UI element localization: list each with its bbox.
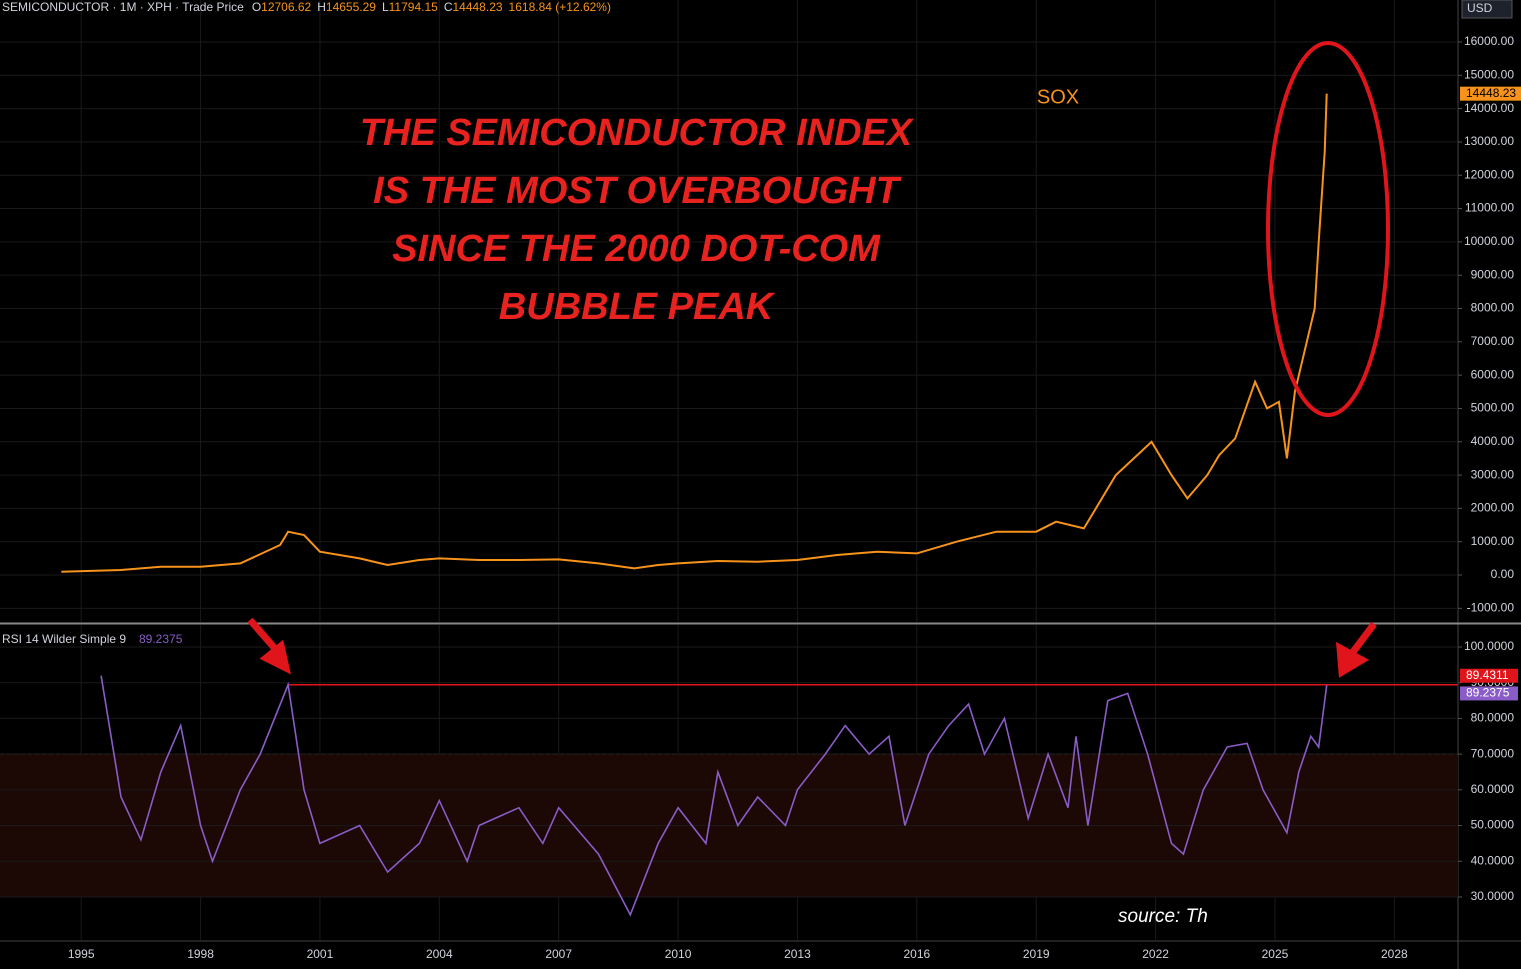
y-tick-label: 1000.00 <box>1471 534 1515 548</box>
y-tick-label: 12000.00 <box>1464 167 1514 181</box>
y-tick-label: 14000.00 <box>1464 101 1514 115</box>
y-tick-label: 3000.00 <box>1471 467 1515 481</box>
value-tag-label: 89.2375 <box>1466 686 1510 700</box>
y-tick-label: 4000.00 <box>1471 434 1515 448</box>
value-tag-label: 14448.23 <box>1466 86 1516 100</box>
indicator-title: RSI 14 Wilder Simple 9 <box>2 632 126 646</box>
y-tick-label: 5000.00 <box>1471 401 1515 415</box>
value-tag <box>1460 668 1518 683</box>
arrow <box>1335 621 1377 678</box>
ohlc-key: O <box>252 0 261 14</box>
y-tick-label: 8000.00 <box>1471 301 1515 315</box>
series-line <box>61 93 1328 573</box>
y-tick-label: 11000.00 <box>1465 201 1514 215</box>
y-tick-label: 30.0000 <box>1471 889 1515 903</box>
annotation: IS THE MOST OVERBOUGHT <box>373 170 901 212</box>
x-tick-label: 2022 <box>1142 947 1169 961</box>
series-line <box>100 675 1328 917</box>
x-tick-label: 2007 <box>545 947 572 961</box>
x-tick-label: 2028 <box>1381 947 1408 961</box>
x-tick-label: 2010 <box>665 947 692 961</box>
ohlc-value: 11794.15 <box>389 0 438 14</box>
x-tick-label: 1998 <box>187 947 214 961</box>
source: source: Th <box>1118 906 1208 927</box>
y-tick-label: 2000.00 <box>1471 501 1515 515</box>
y-tick-label: 50.0000 <box>1471 818 1515 832</box>
y-tick-label: 16000.00 <box>1464 34 1514 48</box>
annotation: SINCE THE 2000 DOT-COM <box>392 228 881 270</box>
legend-label: SOX <box>1037 86 1079 108</box>
y-tick-label: 15000.00 <box>1464 67 1514 81</box>
annotation: THE SEMICONDUCTOR INDEX <box>360 112 915 154</box>
y-tick-label: 6000.00 <box>1471 367 1515 381</box>
ohlc-value: 14448.23 <box>452 0 502 14</box>
header: SEMICONDUCTOR · 1M · XPH · Trade Price O1… <box>2 0 611 14</box>
y-tick-label: 10000.00 <box>1464 234 1514 248</box>
x-tick-label: 1995 <box>68 947 95 961</box>
currency-button[interactable] <box>1461 0 1513 19</box>
ohlc-key: H <box>317 0 326 14</box>
header-symbol: SEMICONDUCTOR · 1M · XPH · Trade Price <box>2 0 244 14</box>
header-change: 1618.84 (+12.62%) <box>509 0 611 14</box>
y-tick-label: 80.0000 <box>1471 711 1515 725</box>
arrow <box>247 617 292 675</box>
y-tick-label: 100.0000 <box>1464 639 1514 653</box>
y-tick-label: 70.0000 <box>1471 746 1515 760</box>
x-tick-label: 2001 <box>307 947 334 961</box>
indicator-value: 89.2375 <box>139 632 183 646</box>
x-tick-label: 2019 <box>1023 947 1050 961</box>
x-tick-label: 2025 <box>1262 947 1289 961</box>
ohlc-key: L <box>382 0 389 14</box>
y-tick-label: 13000.00 <box>1464 134 1514 148</box>
x-tick-label: 2016 <box>903 947 930 961</box>
value-tag-label: 89.4311 <box>1466 668 1509 682</box>
y-tick-label: -1000.00 <box>1467 601 1515 615</box>
y-tick-label: 0.00 <box>1491 567 1515 581</box>
ohlc-value: 14655.29 <box>326 0 376 14</box>
annotation: BUBBLE PEAK <box>499 286 776 328</box>
y-tick-label: 9000.00 <box>1471 267 1515 281</box>
value-tag <box>1460 686 1518 701</box>
x-tick-label: 2004 <box>426 947 453 961</box>
currency: USD <box>1467 1 1493 15</box>
highlight-ellipse <box>1266 41 1390 417</box>
x-tick-label: 2013 <box>784 947 811 961</box>
ohlc-key: C <box>444 0 453 14</box>
y-tick-label: 40.0000 <box>1471 853 1515 867</box>
y-tick-label: 60.0000 <box>1471 782 1515 796</box>
y-tick-label: 7000.00 <box>1471 334 1515 348</box>
ohlc-value: 12706.62 <box>261 0 311 14</box>
value-tag <box>1460 86 1521 101</box>
